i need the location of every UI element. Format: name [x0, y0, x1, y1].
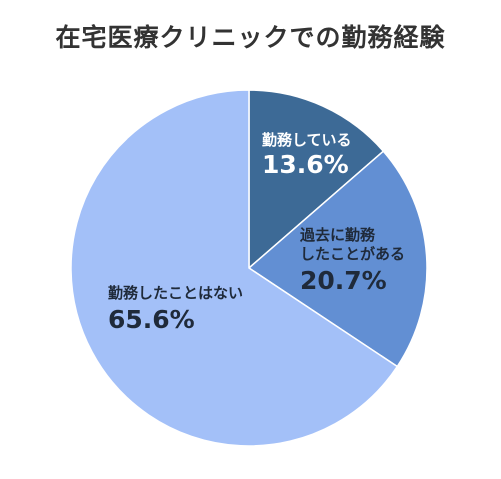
slice-value: 13.6%	[262, 150, 349, 179]
slice-value: 20.7%	[300, 266, 387, 295]
slice-name-line: 過去に勤務	[299, 226, 376, 244]
slice-name-line: 勤務したことはない	[108, 284, 243, 302]
slice-name-line: 勤務している	[262, 131, 352, 149]
pie-slice-2	[247, 150, 428, 368]
pie-slice-1	[248, 89, 385, 270]
slice-value: 65.6%	[108, 305, 195, 334]
slice-label-1: 勤務している 13.6%	[262, 131, 352, 179]
chart-title: 在宅医療クリニックでの勤務経験	[55, 23, 446, 52]
pie-labels: 勤務している 13.6% 過去に勤務したことがある 20.7% 勤務したことはない 65.…	[108, 131, 405, 334]
pie-slice-3	[70, 89, 399, 447]
slice-label-3: 勤務したことはない 65.6%	[108, 284, 243, 334]
slice-label-2: 過去に勤務したことがある 20.7%	[299, 226, 405, 295]
slice-name-line: したことがある	[300, 245, 405, 263]
pie-slices	[70, 89, 428, 447]
